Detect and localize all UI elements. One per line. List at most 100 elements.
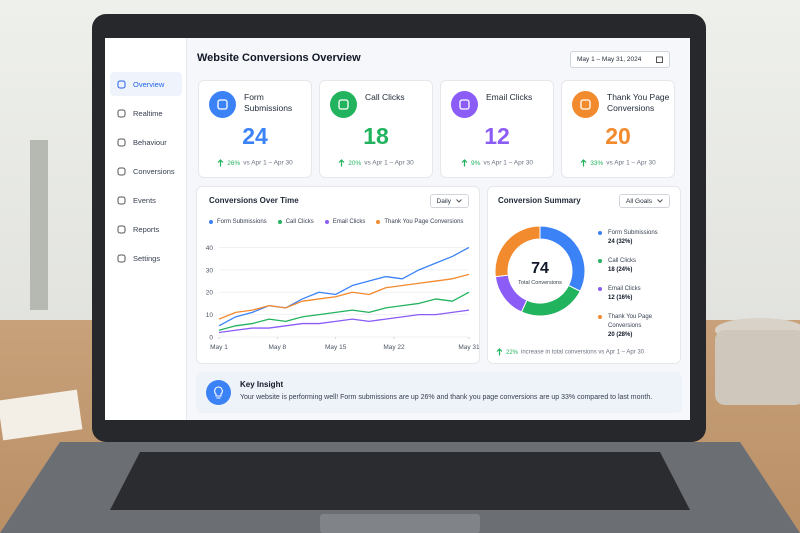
arrow-shape [461, 159, 468, 167]
kpi-comparison: vs Apr 1 – Apr 30 [243, 159, 293, 167]
legend-label: Thank You Page Conversions [608, 314, 653, 329]
kpi-value: 24 [242, 123, 268, 149]
nav-item[interactable]: Realtime [110, 101, 182, 125]
chevron [456, 199, 462, 203]
legend-label: Form Submissions [608, 230, 658, 236]
up-arrow [217, 159, 224, 167]
arrow-shape [580, 159, 587, 167]
nav-icon [117, 138, 126, 146]
nav-item[interactable]: Conversions [110, 159, 182, 183]
kpi-change-pct: 20% [348, 159, 362, 167]
select-label: All Goals [625, 197, 652, 205]
notebook [0, 389, 83, 441]
up-arrow [496, 348, 503, 356]
legend-swatch [598, 315, 602, 319]
nav-item[interactable]: Events [110, 188, 182, 212]
nav-label: Realtime [133, 108, 163, 118]
summary-text: increase in total conversions vs Apr 1 –… [521, 349, 645, 356]
summary-change: 22% [506, 349, 519, 356]
nav-item[interactable]: Reports [110, 217, 182, 241]
nav-icon-shape [117, 80, 126, 88]
granularity-select[interactable]: Daily [429, 194, 469, 208]
goal-select[interactable]: All Goals [618, 194, 670, 208]
chevron-shape [456, 199, 462, 203]
up-arrow [580, 159, 587, 167]
insight-text: Your website is performing well! Form su… [240, 394, 653, 401]
nav-item[interactable]: Settings [110, 246, 182, 270]
kpi-label: Email Clicks [486, 92, 533, 102]
nav-icon [117, 225, 126, 233]
legend-swatch [209, 220, 213, 224]
chart-title: Conversions Over Time [209, 196, 299, 205]
kpi-card: Email Clicks 12 9% vs Apr 1 – Apr 30 [440, 80, 554, 178]
series-line [218, 273, 470, 320]
legend-value: 20 (28%) [608, 332, 633, 338]
y-tick-label: 0 [209, 335, 213, 342]
series-line [218, 309, 470, 334]
donut-slice [520, 284, 581, 317]
y-tick-label: 20 [206, 290, 214, 297]
kpi-glyph-shape [580, 99, 591, 110]
nav-icon [117, 196, 126, 204]
donut-chart: 74 Total Conversions [494, 225, 586, 317]
legend-value: 18 (24%) [608, 267, 633, 273]
kpi-glyph [338, 99, 349, 110]
legend-swatch [598, 259, 602, 263]
nav-item[interactable]: Behaviour [110, 130, 182, 154]
dashboard-screen: Overview Realtime Behaviour Conversions Even… [105, 38, 690, 420]
kpi-glyph-shape [217, 99, 228, 110]
legend-label: Email Clicks [332, 219, 366, 225]
line-chart: 0 10 20 30 40 May 1 May 8 May 15 May 22 May 31 [206, 245, 479, 351]
keyboard [110, 452, 690, 510]
kpi-label: Form Submissions [244, 92, 293, 113]
kpi-change-pct: 33% [590, 159, 604, 167]
donut-legend-item: Thank You Page Conversions 20 (28%) [598, 313, 676, 340]
date-range-picker[interactable]: May 1 – May 31, 2024 [570, 51, 670, 68]
chart-title: Conversion Summary [498, 196, 581, 205]
nav-icon-shape [117, 138, 126, 146]
nav-label: Conversions [133, 166, 175, 176]
x-tick-label: May 15 [325, 344, 347, 351]
nav-icon-shape [117, 109, 126, 117]
kpi-card: Call Clicks 18 20% vs Apr 1 – Apr 30 [319, 80, 433, 178]
nav-item[interactable]: Overview [110, 72, 182, 96]
legend-swatch [277, 220, 282, 224]
donut-legend-item: Email Clicks 12 (16%) [598, 285, 676, 303]
kpi-glyph-shape [338, 99, 349, 110]
kpi-value: 12 [484, 123, 510, 149]
bulb-shape [214, 386, 223, 399]
calendar-icon [656, 56, 663, 63]
donut-legend-item: Form Submissions 24 (32%) [598, 229, 676, 247]
x-tick-label: May 1 [210, 344, 228, 351]
nav-label: Overview [133, 79, 165, 89]
legend-label: Thank You Page Conversions [384, 219, 464, 225]
kpi-comparison: vs Apr 1 – Apr 30 [606, 159, 656, 167]
summary-note: 22% increase in total conversions vs Apr … [496, 348, 644, 356]
x-tick-label: May 31 [458, 344, 479, 351]
plant-pot [30, 140, 48, 310]
nav-icon-shape [117, 196, 126, 204]
nav-label: Events [133, 195, 156, 205]
kpi-comparison: vs Apr 1 – Apr 30 [483, 159, 533, 167]
nav-label: Behaviour [133, 137, 167, 147]
line-chart-card: Conversions Over Time Daily Form Submissio… [196, 186, 480, 364]
kpi-change: 9% vs Apr 1 – Apr 30 [441, 159, 553, 167]
kpi-card: Thank You Page Conversions 20 33% vs Apr 1 … [561, 80, 675, 178]
kpi-change: 33% vs Apr 1 – Apr 30 [562, 159, 674, 167]
legend-value: 12 (16%) [608, 295, 633, 301]
kpi-card: Form Submissions 24 26% vs Apr 1 – Apr 30 [198, 80, 312, 178]
kpi-change: 26% vs Apr 1 – Apr 30 [199, 159, 311, 167]
x-tick-label: May 22 [383, 344, 405, 351]
legend-item: Form Submissions [209, 219, 267, 225]
y-tick-label: 10 [206, 312, 214, 319]
calendar-shape [656, 56, 663, 63]
date-range: May 1 – May 31, 2024 [577, 56, 642, 63]
y-tick-label: 30 [206, 267, 214, 274]
legend-item: Email Clicks [324, 219, 366, 225]
y-tick-label: 40 [206, 245, 214, 252]
donut-legend-item: Call Clicks 18 (24%) [598, 257, 676, 275]
nav-icon [117, 167, 126, 175]
kpi-value: 18 [363, 123, 389, 149]
select-label: Daily [436, 197, 451, 205]
insight-banner: Key Insight Your website is performing we… [196, 372, 682, 413]
